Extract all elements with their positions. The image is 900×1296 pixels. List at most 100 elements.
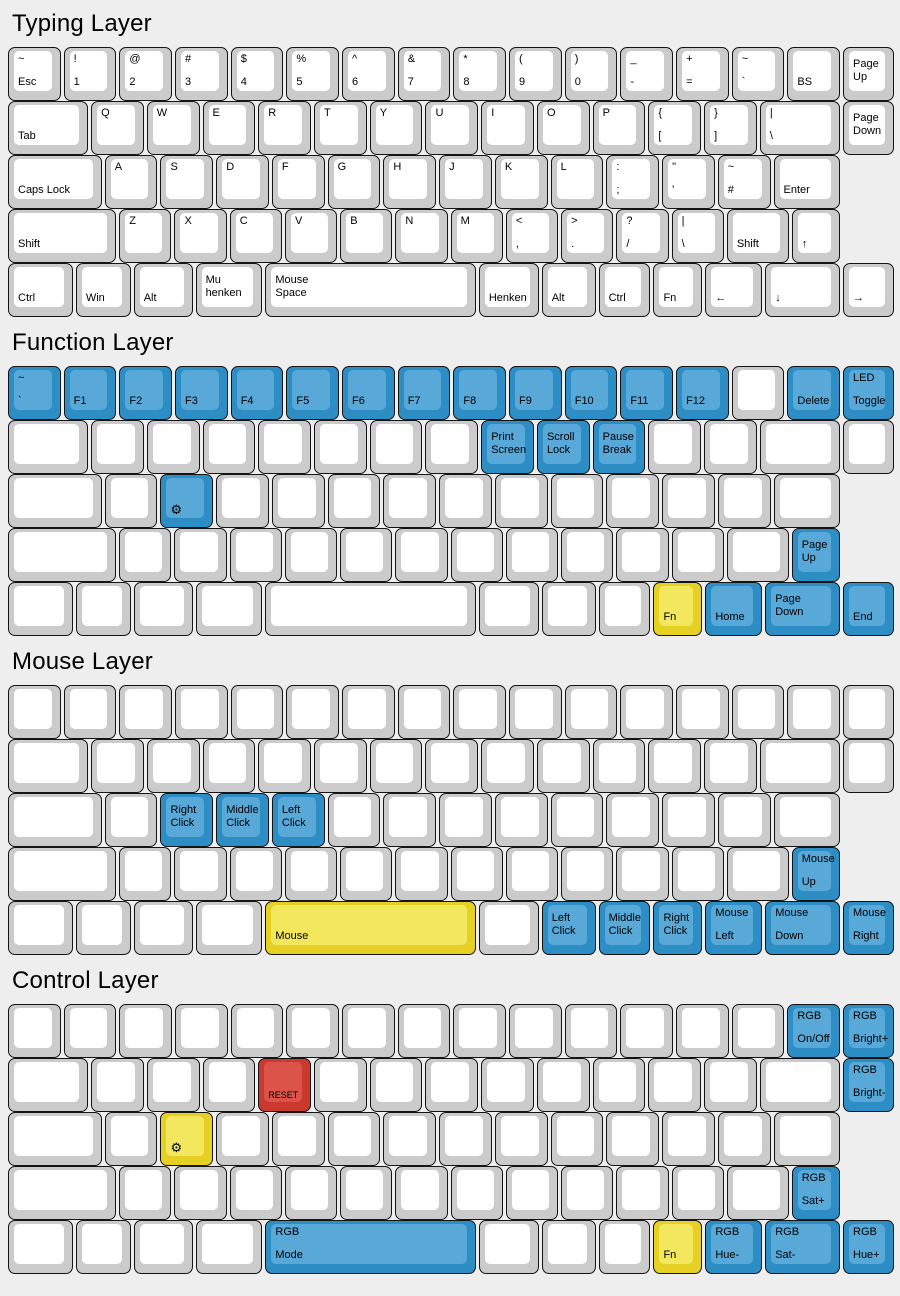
key-←[interactable]: ← — [705, 263, 763, 317]
key-blank[interactable] — [104, 1112, 158, 1166]
key-x[interactable]: X — [174, 209, 227, 263]
key-blank[interactable] — [314, 1058, 367, 1112]
key-rgb-hue-[interactable]: RGB Hue- — [705, 1220, 763, 1274]
key-blank[interactable] — [202, 420, 256, 474]
key-d[interactable]: D — [216, 155, 269, 209]
key-blank[interactable] — [202, 739, 256, 793]
key-blank[interactable] — [8, 847, 117, 901]
key-blank[interactable] — [773, 474, 840, 528]
key-delete[interactable]: Delete — [787, 366, 841, 420]
key-blank[interactable] — [505, 847, 559, 901]
key--[interactable]: | \ — [759, 101, 840, 155]
key-blank[interactable] — [773, 1112, 840, 1166]
key-blank[interactable] — [561, 1166, 614, 1220]
key-blank[interactable] — [425, 739, 479, 793]
key-blank[interactable] — [397, 685, 451, 739]
key-blank[interactable] — [550, 1112, 604, 1166]
key-fn[interactable]: Fn — [653, 1220, 703, 1274]
key--[interactable]: }] — [704, 101, 757, 155]
key-blank[interactable] — [606, 793, 660, 847]
key-blank[interactable] — [265, 582, 476, 636]
key-blank[interactable] — [104, 474, 158, 528]
key-blank[interactable] — [8, 1220, 73, 1274]
key-i[interactable]: I — [481, 101, 534, 155]
key-alt[interactable]: Alt — [133, 263, 193, 317]
key--[interactable]: | \ — [671, 209, 724, 263]
key-blank[interactable] — [662, 1112, 715, 1166]
key--[interactable]: ~ ` — [8, 366, 61, 420]
key--[interactable]: {[ — [648, 101, 702, 155]
key-blank[interactable] — [726, 847, 789, 901]
key-blank[interactable] — [541, 582, 596, 636]
key-blank[interactable] — [676, 1004, 729, 1058]
key-f9[interactable]: F9 — [509, 366, 562, 420]
key-f8[interactable]: F8 — [453, 366, 507, 420]
key-blank[interactable] — [340, 528, 393, 582]
key-blank[interactable] — [505, 528, 559, 582]
key-middle-click[interactable]: Middle Click — [598, 901, 651, 955]
key-blank[interactable] — [648, 1058, 702, 1112]
key-blank[interactable] — [606, 474, 660, 528]
key-f3[interactable]: F3 — [175, 366, 228, 420]
key-blank[interactable] — [119, 1004, 173, 1058]
key-blank[interactable] — [425, 420, 479, 474]
key-blank[interactable] — [195, 582, 263, 636]
key---[interactable]: _ - — [620, 47, 674, 101]
key-win[interactable]: Win — [75, 263, 131, 317]
key-blank[interactable] — [843, 739, 894, 793]
key-mouse-right[interactable]: Mouse Right — [843, 901, 894, 955]
key-blank[interactable] — [8, 739, 89, 793]
key-reset[interactable]: RESET — [258, 1058, 311, 1112]
key-pause-break[interactable]: Pause Break — [592, 420, 646, 474]
key-blank[interactable] — [284, 528, 338, 582]
key-led-toggle[interactable]: LED Toggle — [843, 366, 894, 420]
key-j[interactable]: J — [439, 155, 492, 209]
key-caps-lock[interactable]: Caps Lock — [8, 155, 102, 209]
key-gear[interactable]: ⚙ — [160, 474, 214, 528]
key-blank[interactable] — [726, 1166, 789, 1220]
key-u[interactable]: U — [425, 101, 479, 155]
key-alt[interactable]: Alt — [541, 263, 596, 317]
key-blank[interactable] — [340, 847, 393, 901]
key-mouse-space[interactable]: Mouse Space — [265, 263, 476, 317]
key-left-click[interactable]: Left Click — [541, 901, 596, 955]
key-blank[interactable] — [119, 685, 173, 739]
key-blank[interactable] — [258, 739, 311, 793]
key-blank[interactable] — [494, 1112, 548, 1166]
key-blank[interactable] — [509, 1004, 562, 1058]
key-blank[interactable] — [8, 685, 61, 739]
key-blank[interactable] — [671, 1166, 724, 1220]
key-mouse-up[interactable]: Mouse Up — [791, 847, 841, 901]
key-blank[interactable] — [91, 1058, 144, 1112]
key-blank[interactable] — [481, 739, 534, 793]
key-blank[interactable] — [8, 1166, 117, 1220]
key-c[interactable]: C — [229, 209, 282, 263]
key-blank[interactable] — [229, 528, 282, 582]
key-henken[interactable]: Henken — [478, 263, 539, 317]
key-blank[interactable] — [616, 528, 669, 582]
key-blank[interactable] — [606, 1112, 660, 1166]
key-blank[interactable] — [63, 685, 117, 739]
key-blank[interactable] — [395, 847, 448, 901]
key-enter[interactable]: Enter — [773, 155, 840, 209]
key-blank[interactable] — [731, 1004, 785, 1058]
key-g[interactable]: G — [327, 155, 381, 209]
key-blank[interactable] — [174, 1166, 227, 1220]
key-blank[interactable] — [8, 1004, 61, 1058]
key-blank[interactable] — [509, 685, 562, 739]
key-bs[interactable]: BS — [787, 47, 841, 101]
key-scroll-lock[interactable]: Scroll Lock — [536, 420, 590, 474]
key-e[interactable]: E — [202, 101, 256, 155]
key-blank[interactable] — [494, 474, 548, 528]
key-↑[interactable]: ↑ — [791, 209, 841, 263]
key-blank[interactable] — [564, 685, 618, 739]
key-blank[interactable] — [759, 1058, 840, 1112]
key-blank[interactable] — [133, 582, 193, 636]
key-v[interactable]: V — [284, 209, 338, 263]
key-blank[interactable] — [616, 1166, 669, 1220]
key-blank[interactable] — [8, 582, 73, 636]
key-blank[interactable] — [63, 1004, 117, 1058]
key-mouse-down[interactable]: Mouse Down — [765, 901, 840, 955]
key-blank[interactable] — [146, 420, 200, 474]
key-t[interactable]: T — [314, 101, 367, 155]
